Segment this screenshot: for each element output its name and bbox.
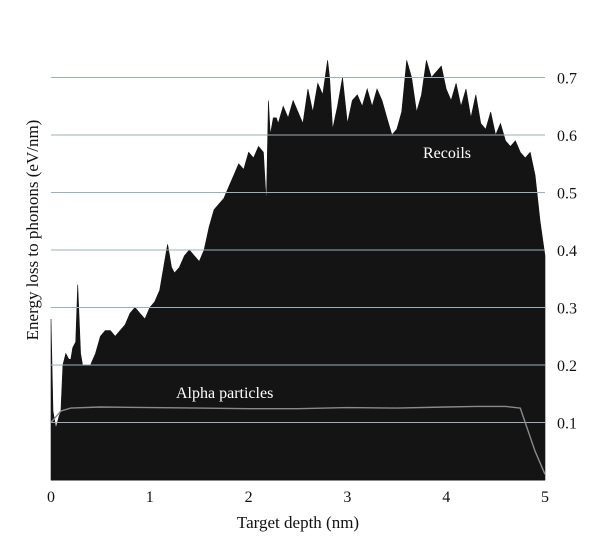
y-tick-label: 0.5 xyxy=(557,186,577,203)
alpha-particles-line-series xyxy=(50,405,546,475)
x-tick-label: 2 xyxy=(245,489,253,506)
y-tick-label: 0.1 xyxy=(557,416,577,433)
x-tick-label: 4 xyxy=(442,489,450,506)
chart-title: 10 keV alpha particles xyxy=(378,30,521,47)
y-tick-labels: 0.1 0.2 0.3 0.4 0.5 0.6 0.7 xyxy=(557,71,577,433)
y-tick-label: 0.6 xyxy=(557,128,577,145)
recoils-area-series xyxy=(50,60,546,481)
x-axis-title: Target depth (nm) xyxy=(237,513,359,532)
y-tick-label: 0.7 xyxy=(557,71,577,88)
x-tick-label: 5 xyxy=(541,489,549,506)
y-tick-label: 0.4 xyxy=(557,243,577,260)
x-tick-label: 1 xyxy=(146,489,154,506)
x-tick-labels: 0 1 2 3 4 5 xyxy=(47,489,549,506)
alpha-particles-annotation: Alpha particles xyxy=(176,385,273,402)
x-tick-label: 0 xyxy=(47,489,55,506)
x-tick-label: 3 xyxy=(343,489,351,506)
y-axis-title: Energy loss to phonons (eV/nm) xyxy=(23,120,42,341)
y-tick-label: 0.2 xyxy=(557,358,577,375)
recoils-annotation: Recoils xyxy=(423,145,471,162)
y-tick-label: 0.3 xyxy=(557,301,577,318)
horizontal-gridlines xyxy=(51,77,545,423)
